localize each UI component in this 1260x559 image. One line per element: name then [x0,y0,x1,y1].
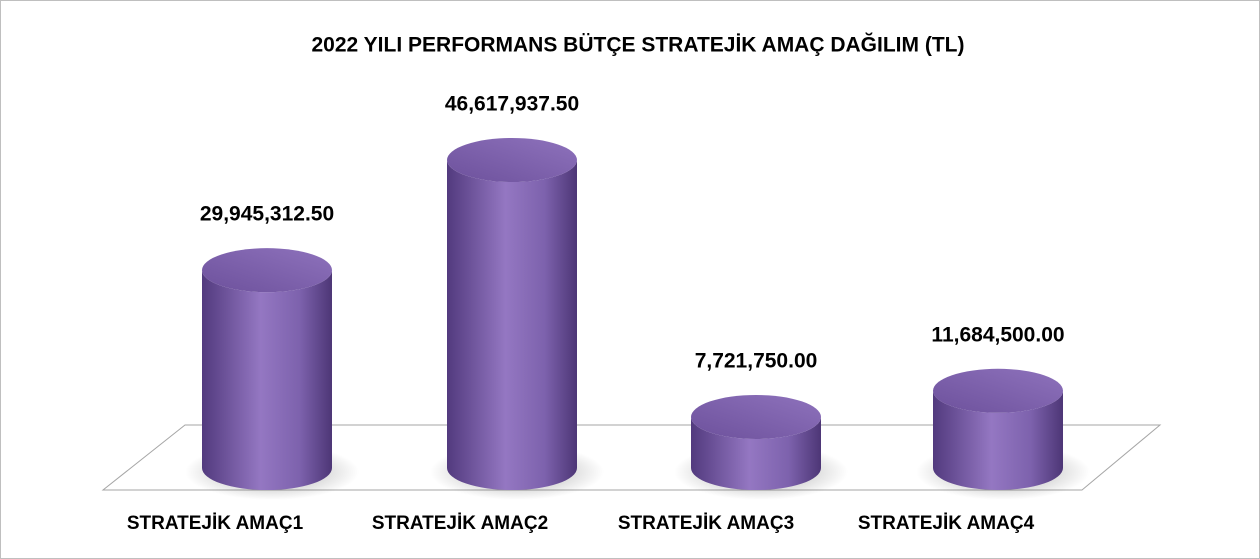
cylinder-top [691,394,821,439]
cylinder [447,160,577,490]
x-tick-label: STRATEJİK AMAÇ1 [127,513,304,534]
cylinder [202,270,332,490]
value-label: 46,617,937.50 [445,93,579,116]
value-label: 29,945,312.50 [200,203,334,226]
x-tick-label: STRATEJİK AMAÇ4 [858,513,1035,534]
cylinder-top [447,138,577,182]
cylinder-top [202,248,332,293]
cylinder [691,416,821,490]
value-label: 11,684,500.00 [931,323,1064,346]
value-label: 7,721,750.00 [695,350,818,373]
cylinder [933,390,1063,490]
floor [101,424,1162,491]
chart-title: 2022 YILI PERFORMANS BÜTÇE STRATEJİK AMA… [312,33,965,57]
x-tick-label: STRATEJİK AMAÇ2 [372,513,548,534]
cylinder-top [933,368,1063,413]
x-tick-label: STRATEJİK AMAÇ3 [618,513,794,534]
